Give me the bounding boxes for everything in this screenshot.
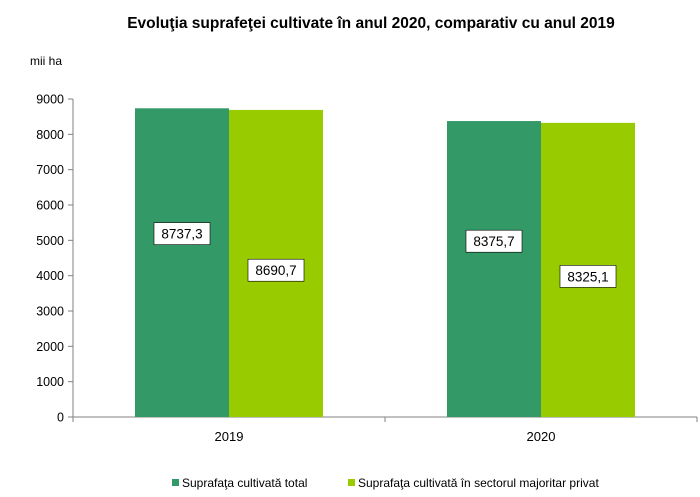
bar-total-2020: [447, 121, 541, 418]
legend-swatch-private: [348, 479, 355, 486]
chart-title: Evoluţia suprafeţei cultivate în anul 20…: [127, 15, 615, 32]
legend-label-private: Suprafaţa cultivată în sectorul majorita…: [358, 476, 599, 490]
legend-label-total: Suprafaţa cultivată total: [182, 476, 307, 490]
y-tick-label: 8000: [36, 128, 64, 142]
data-label: 8375,7: [473, 234, 514, 249]
y-tick-label: 7000: [36, 163, 64, 177]
y-axis-unit-label: mii ha: [30, 54, 62, 68]
plot-area: 0 1000 2000 3000 4000 5000 6000 7000 8000 9000 201…: [36, 93, 698, 444]
data-label: 8690,7: [255, 263, 296, 278]
legend: Suprafaţa cultivată total Suprafaţa cult…: [172, 476, 599, 490]
data-label-box: [153, 222, 211, 245]
y-tick-label: 0: [57, 411, 64, 425]
y-tick-label: 5000: [36, 234, 64, 248]
legend-swatch-total: [172, 479, 179, 486]
x-category-label: 2020: [527, 429, 556, 444]
y-tick-label: 2000: [36, 340, 64, 354]
x-category-label: 2019: [215, 429, 244, 444]
y-tick-label: 1000: [36, 375, 64, 389]
bar-total-2019: [135, 108, 229, 417]
data-label: 8737,3: [161, 227, 202, 242]
data-label-box: [559, 265, 617, 288]
y-tick-label: 6000: [36, 199, 64, 213]
y-tick-label: 4000: [36, 269, 64, 283]
data-label-box: [465, 229, 523, 253]
y-tick-label: 3000: [36, 305, 64, 319]
data-label: 8325,1: [567, 269, 608, 284]
data-label-box: [247, 258, 305, 282]
y-tick-label: 9000: [36, 93, 64, 107]
